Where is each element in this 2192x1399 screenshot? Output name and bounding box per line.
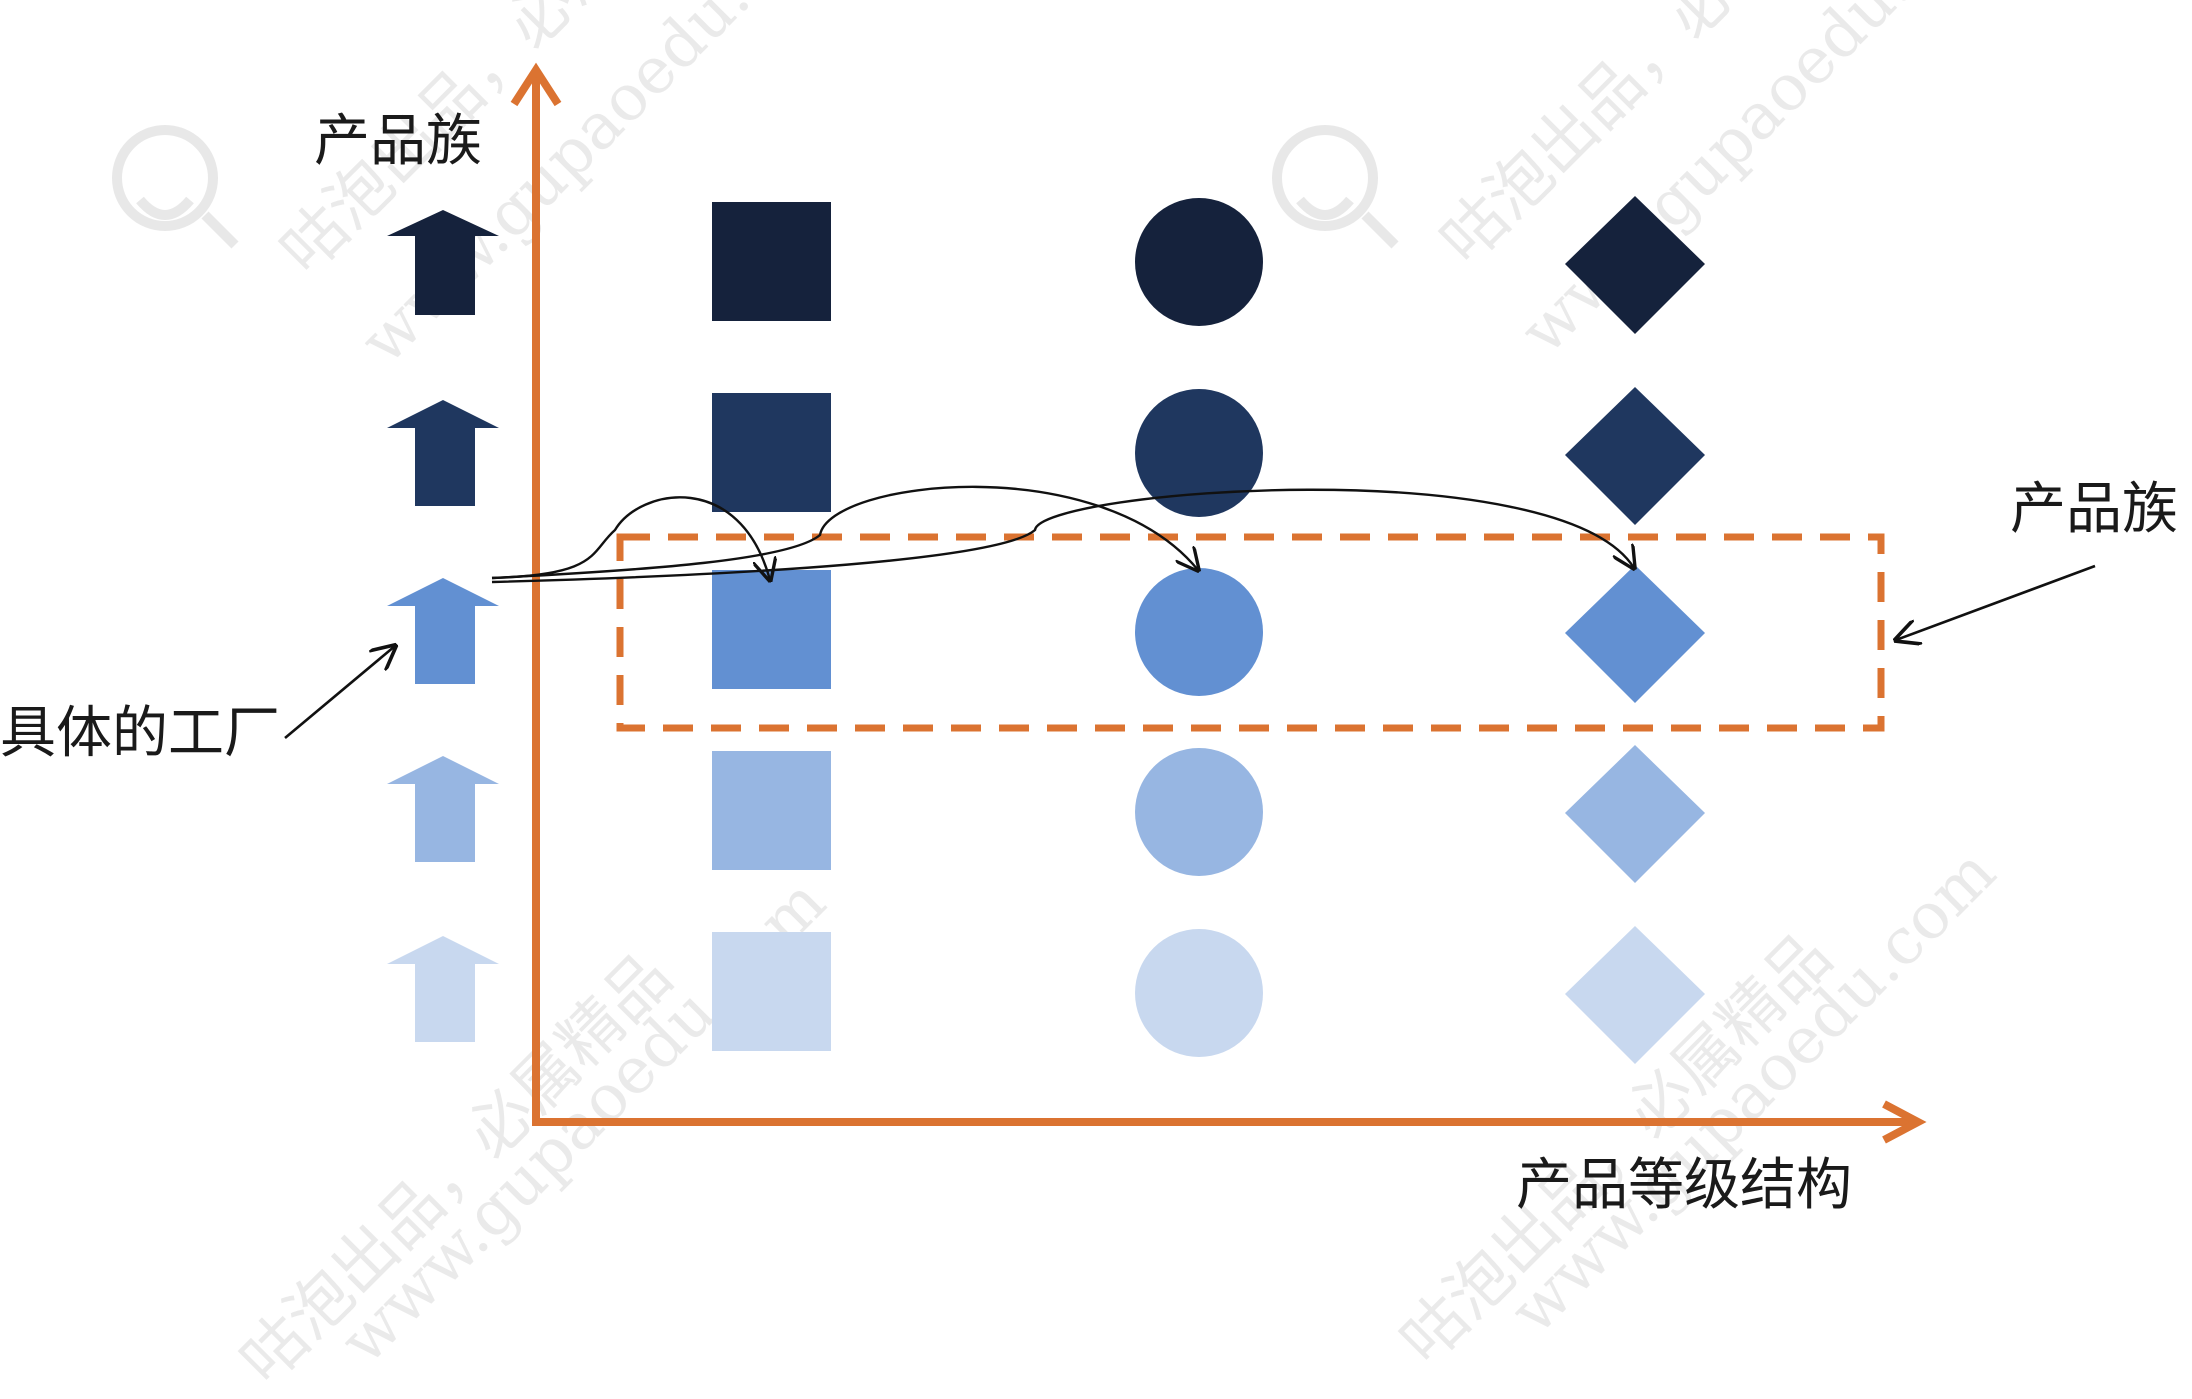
up-arrow-icon xyxy=(387,210,499,315)
factory-connector-curve xyxy=(491,485,1198,580)
square-product xyxy=(712,932,831,1051)
up-arrow-icon xyxy=(387,578,499,684)
diamond-product xyxy=(1565,565,1705,703)
square-product xyxy=(712,570,831,689)
factory-pointer-line xyxy=(284,646,395,739)
x-axis-arrowhead xyxy=(1882,1100,1927,1144)
up-arrow-icon xyxy=(387,756,499,862)
factory-connector-curve xyxy=(491,488,1634,584)
square-product xyxy=(712,751,831,870)
circle-product xyxy=(1135,748,1263,876)
x-axis-title: 产品等级结构 xyxy=(1516,1153,1852,1218)
circle-product xyxy=(1135,389,1263,517)
up-arrow-icon xyxy=(387,936,499,1042)
family-pointer-line xyxy=(1896,564,2096,640)
y-axis-arrowhead xyxy=(510,62,562,107)
circle-product xyxy=(1135,198,1263,326)
circle-product xyxy=(1135,929,1263,1057)
up-arrow-icon xyxy=(387,400,499,506)
factory-connector-curve xyxy=(491,496,770,580)
square-product xyxy=(712,202,831,321)
bulb-logo-icon xyxy=(1272,125,1399,249)
diagram-canvas xyxy=(112,62,2096,1144)
diamond-product xyxy=(1565,926,1705,1064)
product-family-label: 产品族 xyxy=(2010,477,2178,542)
product-family-highlight-box xyxy=(616,533,1885,732)
circle-product xyxy=(1135,568,1263,696)
diamond-product xyxy=(1565,196,1705,334)
diamond-product xyxy=(1565,387,1705,525)
factory-label: 具体的工厂 xyxy=(0,701,280,766)
square-product xyxy=(712,393,831,512)
diamond-product xyxy=(1565,745,1705,883)
y-axis-title: 产品族 xyxy=(314,109,482,174)
bulb-logo-icon xyxy=(112,125,239,249)
